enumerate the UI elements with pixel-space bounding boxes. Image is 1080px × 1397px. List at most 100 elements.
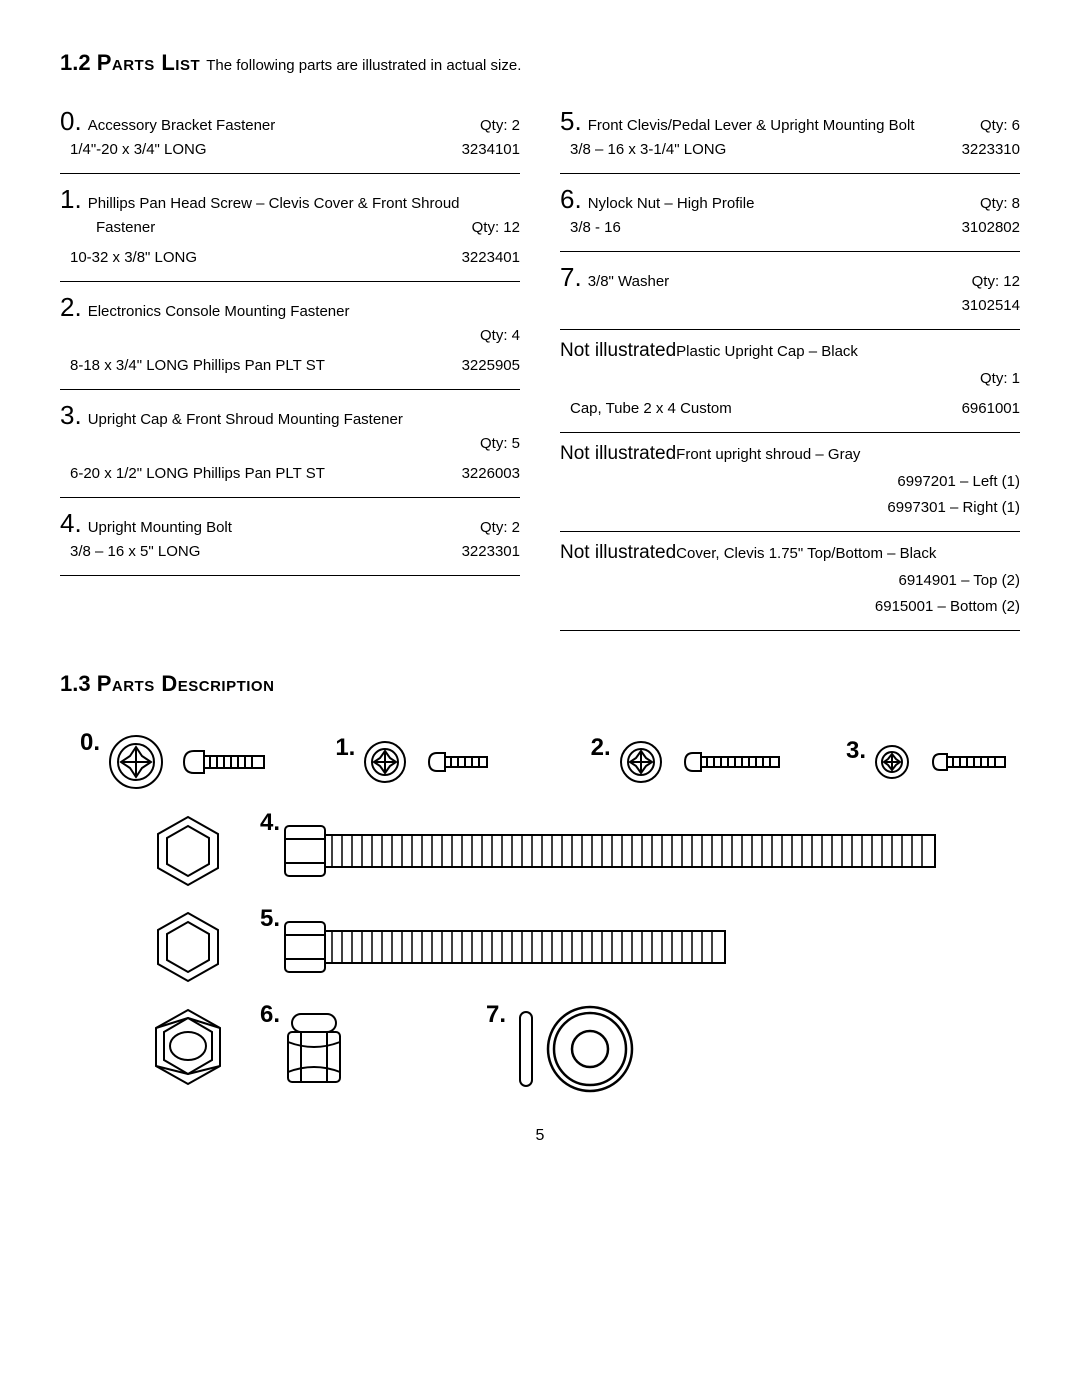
part-entry: 2. Electronics Console Mounting Fastener Q…: [60, 292, 520, 390]
part-entry: 6. Nylock Nut – High Profile Qty: 8 3/8 - 1…: [560, 184, 1020, 252]
parts-list-columns: 0. Accessory Bracket Fastener Qty: 2 1/4"-2…: [60, 106, 1020, 641]
part-spec: 1/4"-20 x 3/4" LONG: [60, 141, 452, 158]
diagram-label-1: 1.: [315, 734, 355, 762]
section-1-3-number: 1.3: [60, 671, 91, 696]
part-name: Upright Cap & Front Shroud Mounting Fast…: [88, 411, 403, 428]
part-qty: Qty: 2: [470, 519, 520, 536]
part-code: 3223401: [452, 249, 520, 266]
part-extra-code: 6915001 – Bottom (2): [865, 598, 1020, 615]
part-7-washer-icon: [540, 1001, 640, 1097]
part-qty: Qty: 4: [470, 327, 520, 344]
not-illustrated-label: Not illustrated: [560, 542, 676, 564]
part-name: Front Clevis/Pedal Lever & Upright Mount…: [588, 117, 915, 134]
part-name: Electronics Console Mounting Fastener: [88, 303, 350, 320]
part-number: 0.: [60, 106, 82, 137]
part-entry: 0. Accessory Bracket Fastener Qty: 2 1/4"-2…: [60, 106, 520, 174]
part-qty: Qty: 12: [962, 273, 1020, 290]
diagram-row-5: 5.: [60, 905, 1020, 989]
part-extra-code: 6914901 – Top (2): [889, 572, 1021, 589]
part-spec: 3/8 – 16 x 3-1/4" LONG: [560, 141, 952, 158]
part-entry: 7. 3/8" Washer Qty: 12 3102514: [560, 262, 1020, 330]
part-number: 1.: [60, 184, 82, 215]
parts-left-column: 0. Accessory Bracket Fastener Qty: 2 1/4"-2…: [60, 106, 520, 641]
diagram-label-2: 2.: [571, 734, 611, 762]
part-code: 3225905: [452, 357, 520, 374]
diagram-label-5: 5.: [230, 905, 280, 933]
part-name-cont: Fastener: [96, 219, 155, 236]
part-5-bolt-icon: [280, 907, 740, 987]
page-number: 5: [60, 1127, 1020, 1145]
part-code: 6961001: [952, 400, 1020, 417]
part-entry: Not illustrated Cover, Clevis 1.75" Top/…: [560, 542, 1020, 631]
not-illustrated-label: Not illustrated: [560, 443, 676, 465]
part-number: 5.: [560, 106, 582, 137]
section-1-2-tail: The following parts are illustrated in a…: [206, 57, 521, 74]
part-qty: Qty: 1: [970, 370, 1020, 387]
part-extra-code: 6997301 – Right (1): [877, 499, 1020, 516]
part-name: Cover, Clevis 1.75" Top/Bottom – Black: [676, 545, 936, 562]
part-name: 3/8" Washer: [588, 273, 669, 290]
part-name: Accessory Bracket Fastener: [88, 117, 276, 134]
part-code: 3102802: [952, 219, 1020, 236]
not-illustrated-label: Not illustrated: [560, 340, 676, 362]
parts-right-column: 5. Front Clevis/Pedal Lever & Upright Mou…: [560, 106, 1020, 641]
part-6-nut-icon: [146, 1004, 230, 1094]
part-spec: 3/8 - 16: [560, 219, 952, 236]
part-name: Front upright shroud – Gray: [676, 446, 860, 463]
part-code: 3223301: [452, 543, 520, 560]
part-spec: 8-18 x 3/4" LONG Phillips Pan PLT ST: [60, 357, 452, 374]
section-1-2-heading: 1.2 Parts List The following parts are i…: [60, 50, 1020, 76]
section-1-2-title: Parts List: [97, 50, 200, 75]
part-extra-code: 6997201 – Left (1): [887, 473, 1020, 490]
part-number: 6.: [560, 184, 582, 215]
part-code: 3223310: [952, 141, 1020, 158]
section-1-2-number: 1.2: [60, 50, 91, 75]
part-qty: Qty: 12: [462, 219, 520, 236]
part-spec: 10-32 x 3/8" LONG: [60, 249, 452, 266]
part-code: 3226003: [452, 465, 520, 482]
part-1-icon: [359, 734, 509, 790]
diagram-label-4: 4.: [230, 809, 280, 837]
part-code: 3234101: [452, 141, 520, 158]
part-spec: 6-20 x 1/2" LONG Phillips Pan PLT ST: [60, 465, 452, 482]
part-4-bolt-icon: [280, 811, 940, 891]
part-name: Upright Mounting Bolt: [88, 519, 232, 536]
part-number: 4.: [60, 508, 82, 539]
section-1-3-heading: 1.3 Parts Description: [60, 671, 1020, 697]
part-number: 2.: [60, 292, 82, 323]
part-code: 3102514: [952, 297, 1020, 314]
diagram-row-6-7: 6. 7.: [60, 1001, 1020, 1097]
part-entry: 3. Upright Cap & Front Shroud Mounting Fa…: [60, 400, 520, 498]
part-qty: Qty: 6: [970, 117, 1020, 134]
section-1-3-title: Parts Description: [97, 671, 275, 696]
part-entry: 4. Upright Mounting Bolt Qty: 2 3/8 – 16 x …: [60, 508, 520, 576]
part-name: Phillips Pan Head Screw – Clevis Cover &…: [88, 195, 460, 212]
part-name: Nylock Nut – High Profile: [588, 195, 755, 212]
part-entry: Not illustrated Plastic Upright Cap – Bl…: [560, 340, 1020, 433]
part-entry: 5. Front Clevis/Pedal Lever & Upright Mou…: [560, 106, 1020, 174]
diagram-row-screws: 0. 1. 2.: [60, 727, 1020, 797]
part-number: 3.: [60, 400, 82, 431]
parts-diagram: 0. 1. 2.: [60, 727, 1020, 1097]
part-qty: Qty: 2: [470, 117, 520, 134]
part-5-hex-icon: [146, 905, 230, 989]
part-spec: Cap, Tube 2 x 4 Custom: [560, 400, 952, 417]
part-entry: 1. Phillips Pan Head Screw – Clevis Cover…: [60, 184, 520, 282]
part-qty: Qty: 8: [970, 195, 1020, 212]
part-number: 7.: [560, 262, 582, 293]
part-qty: Qty: 5: [470, 435, 520, 452]
part-entry: Not illustrated Front upright shroud – G…: [560, 443, 1020, 532]
diagram-label-6: 6.: [230, 1001, 280, 1029]
part-2-icon: [615, 734, 795, 790]
diagram-label-7: 7.: [466, 1001, 506, 1029]
part-spec: 3/8 – 16 x 5" LONG: [60, 543, 452, 560]
diagram-label-3: 3.: [826, 737, 866, 765]
part-name: Plastic Upright Cap – Black: [676, 343, 858, 360]
part-7-washer-side-icon: [510, 1004, 540, 1094]
part-0-icon: [104, 729, 274, 795]
part-4-hex-icon: [146, 809, 230, 893]
part-3-icon: [870, 737, 1020, 787]
diagram-label-0: 0.: [60, 729, 100, 757]
part-6-nut-side-icon: [284, 1004, 346, 1094]
diagram-row-4: 4.: [60, 809, 1020, 893]
